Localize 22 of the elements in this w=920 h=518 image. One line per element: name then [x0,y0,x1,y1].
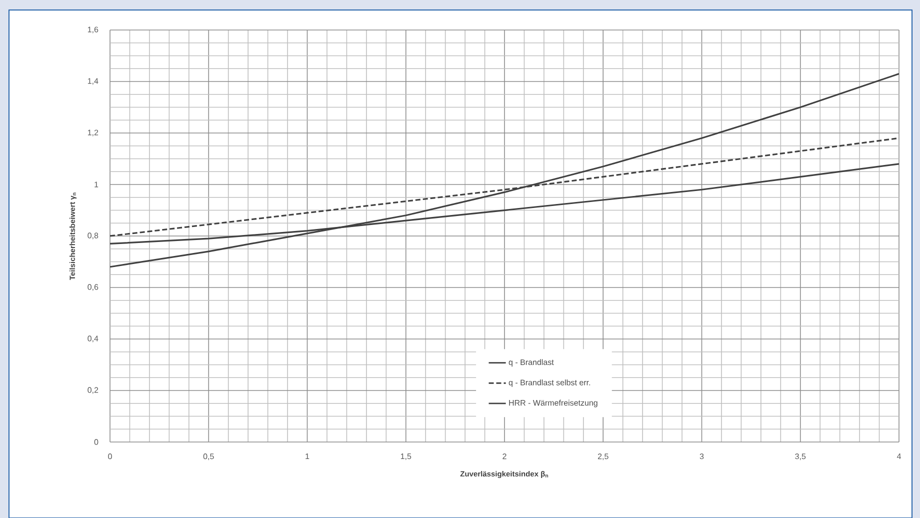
x-tick-label: 0 [108,453,112,459]
x-tick-label: 1,5 [400,453,412,460]
legend-label: q - Brandlast [508,358,554,366]
y-tick-label: 1,6 [88,26,98,34]
y-tick-label: 0 [94,438,98,445]
x-tick-label: 3 [700,453,704,459]
legend-label: HRR - Wärmefreisetzung [509,400,598,407]
x-tick-label: 1 [306,453,310,459]
x-tick-label: 0,5 [203,453,214,460]
line-series [110,72,899,268]
x-tick-label: 3,5 [795,453,806,460]
y-tick-label: 0,8 [88,232,98,240]
y-tick-label: 0,6 [88,284,98,291]
legend-label: q - Brandlast selbst err. [508,379,590,387]
y-tick-label: 1 [94,182,98,188]
y-tick-label: 0,2 [88,386,98,394]
y-tick-label: 0,4 [88,335,98,342]
y-tick-label: 1,4 [88,78,98,85]
y-tick-label: 1,2 [88,129,98,136]
x-tick-label: 2 [502,453,506,459]
x-tick-label: 4 [896,453,901,459]
x-tick-label: 2,5 [598,453,608,460]
